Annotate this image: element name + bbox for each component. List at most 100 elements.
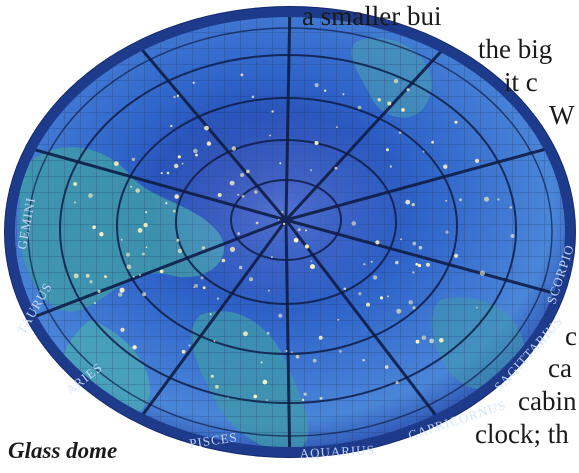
star-icon xyxy=(255,221,259,225)
star-icon xyxy=(318,335,323,340)
star-icon xyxy=(395,380,399,385)
star-icon xyxy=(510,234,515,238)
star-icon xyxy=(173,95,176,99)
star-icon xyxy=(204,125,209,131)
star-icon xyxy=(375,240,380,245)
star-icon xyxy=(132,345,137,350)
star-icon xyxy=(271,256,273,258)
star-icon xyxy=(415,262,419,266)
body-text-line: it c xyxy=(504,67,538,97)
star-icon xyxy=(99,232,104,237)
star-icon xyxy=(120,327,125,332)
star-icon xyxy=(131,157,136,162)
star-icon xyxy=(142,292,147,297)
star-icon xyxy=(246,169,250,174)
star-icon xyxy=(170,124,173,128)
star-icon xyxy=(260,361,263,364)
star-icon xyxy=(93,302,97,305)
star-icon xyxy=(459,198,462,202)
star-icon xyxy=(262,379,268,385)
star-icon xyxy=(310,264,315,270)
star-icon xyxy=(454,120,458,124)
star-icon xyxy=(479,270,485,276)
star-icon xyxy=(188,344,191,347)
star-icon xyxy=(73,182,77,186)
star-icon xyxy=(166,171,170,175)
star-icon xyxy=(362,359,365,362)
star-icon xyxy=(445,230,449,234)
star-icon xyxy=(497,198,500,201)
star-icon xyxy=(439,338,444,343)
star-icon xyxy=(429,338,434,344)
star-icon xyxy=(405,199,411,205)
star-icon xyxy=(237,193,240,196)
star-icon xyxy=(426,262,430,267)
star-icon xyxy=(412,241,417,246)
star-icon xyxy=(202,286,206,290)
star-icon xyxy=(357,105,362,110)
star-icon xyxy=(194,283,199,288)
star-icon xyxy=(293,237,299,243)
star-icon xyxy=(387,101,392,106)
star-icon xyxy=(141,252,145,256)
star-icon xyxy=(278,313,283,318)
star-icon xyxy=(176,238,180,242)
star-icon xyxy=(114,161,119,167)
star-icon xyxy=(181,349,186,354)
star-icon xyxy=(415,339,420,344)
star-icon xyxy=(370,260,373,263)
star-icon xyxy=(193,148,198,154)
star-icon xyxy=(267,289,270,292)
star-icon xyxy=(342,93,345,96)
zodiac-label: PISCES xyxy=(188,429,238,451)
zodiac-label: AQUARIUS xyxy=(299,442,375,461)
star-icon xyxy=(379,296,384,300)
star-icon xyxy=(417,263,422,268)
star-icon xyxy=(206,141,212,146)
star-icon xyxy=(210,374,214,378)
star-icon xyxy=(251,95,255,99)
star-icon xyxy=(73,201,76,204)
star-icon xyxy=(160,172,163,175)
star-icon xyxy=(445,199,448,202)
star-icon xyxy=(304,244,309,249)
star-icon xyxy=(335,126,338,129)
star-icon xyxy=(285,350,288,352)
star-icon xyxy=(271,110,274,113)
star-icon xyxy=(126,264,132,270)
star-icon xyxy=(411,203,415,207)
star-icon xyxy=(269,134,271,137)
star-icon xyxy=(281,211,284,213)
star-icon xyxy=(396,308,402,314)
star-icon xyxy=(324,89,327,92)
star-icon xyxy=(104,275,107,278)
star-icon xyxy=(145,246,148,249)
star-icon xyxy=(476,306,478,309)
star-icon xyxy=(174,194,179,199)
photo-caption: Glass dome xyxy=(8,438,118,463)
star-icon xyxy=(137,228,143,233)
star-icon xyxy=(266,331,270,335)
star-icon xyxy=(509,206,513,209)
body-text-line: clock; th xyxy=(475,419,569,449)
body-text-line: W xyxy=(549,100,575,130)
star-icon xyxy=(139,274,141,276)
star-icon xyxy=(305,229,307,232)
star-icon xyxy=(279,162,282,165)
star-icon xyxy=(314,83,319,88)
star-icon xyxy=(195,153,198,157)
star-icon xyxy=(118,292,123,297)
star-icon xyxy=(253,394,258,399)
star-icon xyxy=(421,335,427,341)
body-text-line: the big xyxy=(478,34,553,64)
star-icon xyxy=(89,280,93,284)
star-icon xyxy=(231,146,236,151)
body-text-line: ca xyxy=(548,353,572,383)
star-icon xyxy=(408,300,413,305)
star-icon xyxy=(227,397,229,399)
star-icon xyxy=(454,253,459,258)
star-icon xyxy=(422,150,425,153)
star-icon xyxy=(377,98,381,102)
star-icon xyxy=(92,225,96,229)
